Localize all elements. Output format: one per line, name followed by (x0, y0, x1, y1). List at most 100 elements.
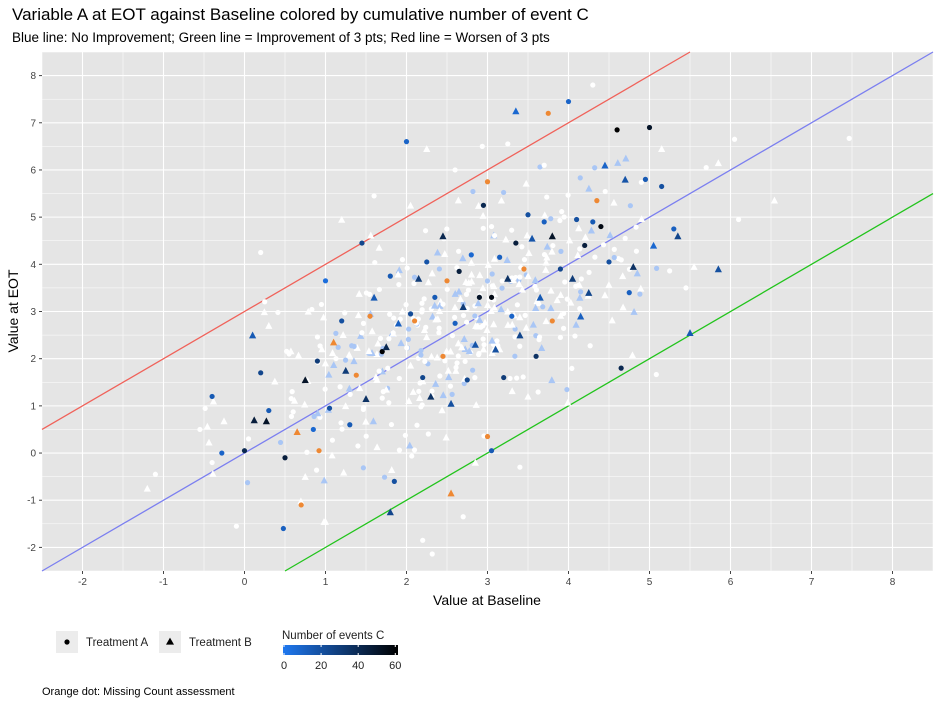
data-point (459, 303, 467, 311)
data-point (286, 351, 292, 357)
data-point-background (439, 391, 447, 399)
data-point-background (557, 291, 565, 299)
data-point-background (454, 196, 462, 204)
data-point-background (483, 326, 491, 334)
data-point-background (423, 324, 429, 330)
data-point-background (421, 296, 427, 302)
data-point (293, 428, 301, 436)
data-point (394, 319, 402, 327)
data-point-background (290, 409, 296, 415)
data-point-background (479, 143, 485, 149)
data-point (594, 198, 600, 204)
data-point-background (402, 432, 408, 438)
data-point-background (522, 179, 530, 187)
data-point (618, 365, 624, 371)
data-point-background (396, 375, 402, 382)
data-point (423, 145, 431, 152)
data-point-background (476, 316, 484, 323)
data-point-background (490, 254, 499, 262)
data-point (549, 318, 555, 324)
data-point-background (355, 290, 363, 297)
data-point-background (436, 302, 444, 309)
data-point (407, 311, 414, 317)
data-point (282, 455, 288, 461)
data-point-background (203, 422, 211, 430)
data-point-background (637, 291, 643, 297)
data-point-background (516, 313, 524, 321)
data-point-background (542, 317, 550, 325)
data-point-background (559, 209, 565, 215)
data-point-background (464, 319, 470, 325)
data-point-background (385, 365, 391, 371)
data-point-background (416, 388, 422, 394)
data-point-background (452, 367, 460, 374)
data-point-background (427, 352, 436, 360)
data-point (322, 278, 329, 284)
data-point (316, 448, 322, 454)
data-point-background (489, 283, 496, 289)
data-point-background (628, 351, 637, 359)
data-point-background (376, 286, 383, 293)
data-point (318, 301, 325, 308)
data-point-background (301, 400, 309, 408)
chart-subtitle: Blue line: No Improvement; Green line = … (12, 30, 550, 45)
data-point-background (637, 215, 646, 223)
data-point (606, 259, 612, 265)
reference-line (41, 51, 691, 431)
data-point-background (468, 277, 476, 285)
data-point-background (368, 327, 376, 335)
chart-caption: Orange dot: Missing Count assessment (42, 686, 235, 698)
data-point-background (480, 225, 486, 231)
data-point-background (458, 343, 466, 351)
data-point (674, 232, 682, 240)
data-point-background (438, 406, 446, 414)
data-point-background (386, 400, 392, 406)
data-point-background (519, 244, 525, 250)
data-point-background (449, 332, 456, 339)
data-point (488, 294, 495, 300)
data-point-background (350, 357, 358, 365)
data-point-background (405, 336, 411, 343)
data-point-background (347, 391, 353, 397)
data-point-background (592, 165, 598, 171)
data-point-background (550, 242, 556, 249)
data-point-background (484, 301, 492, 308)
color-legend-tick-label: 60 (389, 660, 401, 672)
data-point-background (262, 299, 268, 305)
data-point (629, 263, 637, 270)
data-point-background (508, 320, 516, 328)
points-layer (143, 82, 852, 557)
data-point-background (484, 260, 492, 268)
data-point-background (404, 265, 410, 271)
data-point-background (576, 293, 584, 301)
data-point-background (529, 320, 537, 328)
data-point-background (497, 305, 505, 313)
data-point-background (429, 551, 435, 557)
data-point (249, 331, 257, 339)
data-point-background (517, 343, 523, 349)
data-point-background (414, 422, 420, 428)
data-point-background (374, 339, 382, 347)
data-point-background (515, 280, 523, 288)
data-point-background (411, 447, 418, 453)
data-point (412, 318, 418, 324)
data-point-background (432, 315, 440, 323)
data-point-background (535, 389, 541, 395)
data-point-background (369, 417, 377, 425)
data-point (659, 183, 665, 190)
data-point-background (523, 231, 531, 239)
data-point (359, 330, 365, 336)
data-point (626, 290, 632, 296)
data-point-background (362, 417, 370, 425)
data-point-background (244, 480, 251, 486)
data-point (436, 330, 442, 336)
data-point-background (330, 361, 338, 369)
data-point-background (522, 312, 528, 318)
data-point-background (354, 311, 363, 319)
data-point-background (564, 296, 570, 302)
data-point (714, 265, 722, 273)
data-point-background (608, 316, 616, 324)
data-point-background (452, 314, 458, 321)
data-point-background (340, 468, 348, 476)
data-point-background (578, 289, 584, 295)
